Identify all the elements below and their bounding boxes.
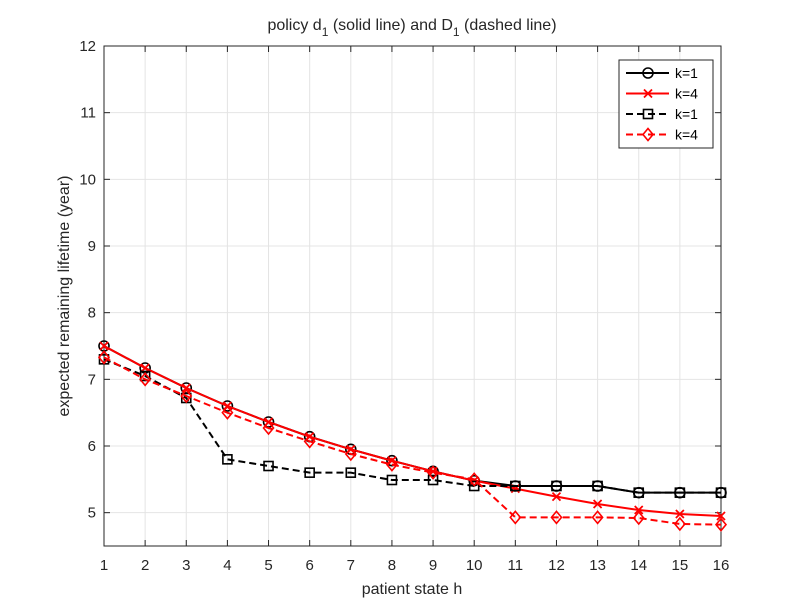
data-point — [303, 434, 316, 449]
legend-label: k=4 — [675, 127, 698, 143]
series-line — [103, 356, 722, 526]
x-tick-label: 11 — [508, 557, 524, 574]
data-point — [385, 457, 398, 472]
x-tick-label: 15 — [672, 557, 689, 574]
data-point — [344, 446, 357, 462]
x-tick-label: 4 — [223, 557, 231, 574]
title-sub1: 1 — [322, 25, 329, 39]
data-point — [139, 370, 151, 382]
legend-box — [618, 59, 714, 149]
x-tick-label: 1 — [100, 557, 108, 574]
data-point — [345, 467, 357, 478]
x-tick-label: 12 — [548, 557, 565, 574]
legend-marker — [642, 67, 654, 79]
data-point — [509, 510, 522, 525]
data-point — [550, 510, 563, 525]
data-point — [221, 405, 234, 420]
data-point — [551, 492, 562, 502]
legend-label: k=4 — [675, 86, 698, 102]
data-point — [262, 420, 275, 436]
chart-title: policy d1 (solid line) and D1 (dashed li… — [267, 17, 556, 39]
y-tick-label: 6 — [88, 438, 96, 455]
y-tick-label: 10 — [79, 171, 96, 188]
title-mid: (solid line) and D — [328, 17, 453, 34]
legend-marker — [641, 127, 655, 142]
x-tick-label: 2 — [141, 557, 149, 574]
data-point — [221, 400, 234, 412]
data-point — [674, 487, 686, 498]
x-tick-label: 10 — [466, 557, 483, 574]
x-tick-label: 3 — [182, 557, 190, 574]
y-tick-label: 7 — [88, 371, 96, 388]
series-line — [103, 358, 721, 494]
data-point — [97, 350, 111, 365]
data-point — [634, 505, 644, 515]
y-tick-label: 5 — [88, 505, 96, 522]
title-end: (dashed line) — [460, 17, 557, 34]
data-point — [386, 474, 398, 486]
title-sub2: 1 — [453, 25, 460, 39]
y-tick-label: 11 — [80, 105, 96, 122]
plot-area — [104, 46, 721, 546]
x-tick-label: 13 — [589, 557, 606, 574]
x-tick-label: 5 — [264, 557, 272, 574]
data-point — [181, 383, 191, 393]
y-tick-label: 8 — [88, 305, 96, 322]
legend-label: k=1 — [675, 65, 698, 81]
data-point — [468, 480, 480, 492]
data-point — [510, 480, 521, 492]
data-point — [427, 474, 439, 486]
data-point — [551, 480, 562, 492]
data-point — [139, 372, 152, 387]
data-point — [222, 454, 233, 465]
title-main: policy d — [267, 17, 321, 34]
data-point — [99, 341, 109, 351]
y-tick-label: 12 — [79, 38, 96, 55]
legend: k=1 k=4 k=1 k=4 — [618, 59, 714, 149]
data-point — [468, 472, 481, 487]
legend-marker — [642, 108, 654, 120]
legend-marker — [643, 88, 653, 99]
data-point — [714, 517, 728, 532]
x-axis-label: patient state h — [362, 581, 463, 598]
data-point — [675, 509, 685, 519]
data-point — [716, 511, 726, 521]
data-point — [715, 487, 727, 498]
data-point — [673, 516, 686, 532]
data-point — [633, 487, 645, 498]
grid — [103, 45, 722, 546]
series-4 — [97, 350, 728, 532]
y-tick-label: 9 — [88, 238, 96, 255]
data-point — [140, 363, 150, 373]
data-point — [304, 467, 315, 478]
x-tick-label: 16 — [713, 557, 730, 574]
x-tick-label: 7 — [347, 557, 355, 574]
series-line — [103, 345, 722, 517]
x-tick-label: 8 — [388, 557, 396, 574]
data-point — [180, 388, 193, 404]
y-axis-label: expected remaining lifetime (year) — [56, 176, 73, 417]
plot-frame — [103, 45, 722, 547]
x-tick-label: 9 — [429, 557, 437, 574]
data-point — [592, 480, 603, 492]
data-point — [263, 460, 274, 472]
x-tick-label: 14 — [630, 557, 647, 574]
data-point — [387, 456, 397, 466]
legend-label: k=1 — [675, 106, 698, 122]
data-point — [427, 465, 440, 480]
x-tick-label: 6 — [305, 557, 313, 574]
data-point — [632, 510, 645, 526]
series-group — [97, 340, 728, 532]
data-point — [591, 510, 604, 525]
data-point — [592, 499, 603, 509]
